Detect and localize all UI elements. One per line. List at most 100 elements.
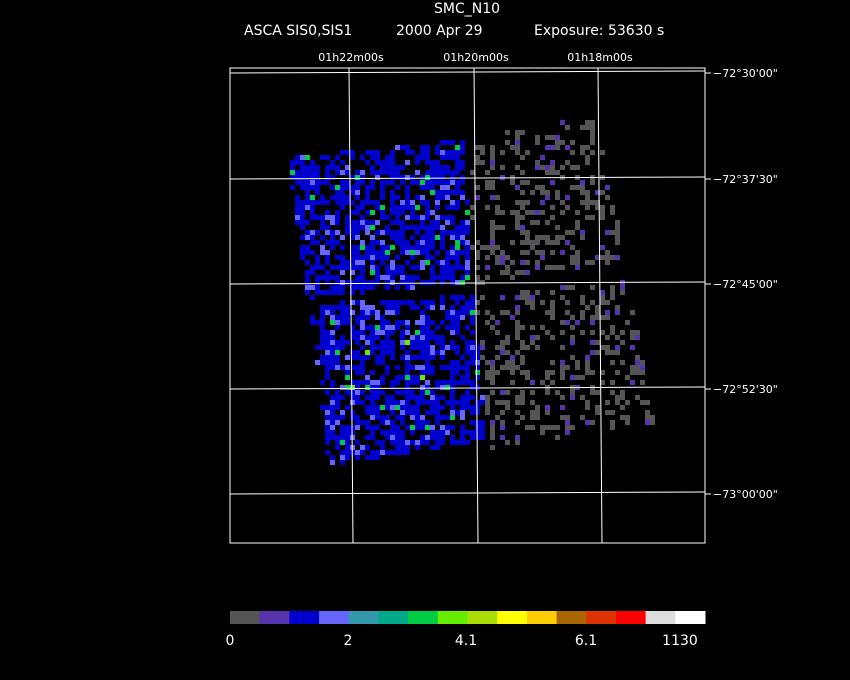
image-pixel	[395, 320, 400, 325]
image-pixel	[370, 330, 375, 335]
image-pixel	[415, 230, 420, 235]
image-pixel	[565, 145, 570, 150]
image-pixel	[335, 190, 340, 195]
image-pixel	[420, 365, 425, 370]
image-pixel	[575, 365, 580, 370]
image-pixel	[610, 325, 615, 330]
image-pixel	[330, 460, 335, 465]
image-pixel	[350, 310, 355, 315]
dec-label: −73°00'00"	[713, 488, 778, 501]
image-pixel	[345, 305, 350, 310]
image-pixel	[440, 355, 445, 360]
image-pixel	[440, 270, 445, 275]
image-pixel	[350, 245, 355, 250]
image-pixel	[595, 390, 600, 395]
image-pixel	[340, 415, 345, 420]
dec-label: −72°45'00"	[713, 278, 778, 291]
image-pixel	[490, 245, 495, 250]
image-pixel	[365, 340, 370, 345]
image-pixel	[420, 330, 425, 335]
image-pixel	[415, 380, 420, 385]
image-pixel	[360, 345, 365, 350]
image-pixel	[515, 310, 520, 315]
image-pixel	[405, 405, 410, 410]
image-pixel	[550, 240, 555, 245]
image-pixel	[635, 335, 640, 340]
image-pixel	[545, 405, 550, 410]
image-pixel	[395, 285, 400, 290]
image-pixel	[465, 365, 470, 370]
image-pixel	[580, 310, 585, 315]
image-pixel	[570, 140, 575, 145]
image-pixel	[440, 340, 445, 345]
image-pixel	[530, 340, 535, 345]
image-pixel	[385, 165, 390, 170]
image-pixel	[565, 205, 570, 210]
image-pixel	[405, 200, 410, 205]
image-pixel	[520, 240, 525, 245]
image-pixel	[420, 280, 425, 285]
image-pixel	[635, 360, 640, 365]
image-pixel	[310, 320, 315, 325]
image-pixel	[515, 200, 520, 205]
image-pixel	[615, 305, 620, 310]
image-pixel	[545, 220, 550, 225]
image-pixel	[345, 225, 350, 230]
image-pixel	[465, 440, 470, 445]
image-pixel	[295, 180, 300, 185]
image-pixel	[540, 380, 545, 385]
image-pixel	[350, 385, 355, 390]
image-pixel	[410, 340, 415, 345]
image-pixel	[340, 340, 345, 345]
image-pixel	[485, 245, 490, 250]
image-pixel	[475, 350, 480, 355]
image-pixel	[430, 430, 435, 435]
image-pixel	[415, 365, 420, 370]
image-pixel	[595, 205, 600, 210]
image-pixel	[435, 175, 440, 180]
image-pixel	[435, 420, 440, 425]
image-pixel	[585, 190, 590, 195]
image-pixel	[425, 155, 430, 160]
image-pixel	[425, 300, 430, 305]
image-pixel	[390, 195, 395, 200]
image-pixel	[295, 195, 300, 200]
image-pixel	[300, 160, 305, 165]
image-pixel	[485, 180, 490, 185]
image-pixel	[580, 415, 585, 420]
image-pixel	[455, 280, 460, 285]
image-pixel	[470, 205, 475, 210]
image-pixel	[360, 445, 365, 450]
image-pixel	[610, 380, 615, 385]
image-pixel	[365, 195, 370, 200]
image-pixel	[520, 180, 525, 185]
image-pixel	[355, 400, 360, 405]
image-pixel	[445, 380, 450, 385]
image-pixel	[455, 260, 460, 265]
image-pixel	[545, 190, 550, 195]
title: SMC_N10	[434, 1, 500, 17]
image-pixel	[505, 130, 510, 135]
image-pixel	[610, 330, 615, 335]
grid-line	[473, 67, 479, 544]
image-pixel	[365, 410, 370, 415]
image-pixel	[600, 295, 605, 300]
image-pixel	[375, 345, 380, 350]
image-pixel	[355, 210, 360, 215]
image-pixel	[620, 415, 625, 420]
image-pixel	[440, 425, 445, 430]
image-pixel	[305, 200, 310, 205]
image-pixel	[470, 410, 475, 415]
image-pixel	[355, 455, 360, 460]
image-pixel	[380, 345, 385, 350]
image-pixel	[415, 395, 420, 400]
image-pixel	[620, 290, 625, 295]
image-pixel	[300, 175, 305, 180]
plot-frame	[229, 67, 706, 544]
image-pixel	[565, 310, 570, 315]
image-pixel	[335, 255, 340, 260]
image-pixel	[575, 220, 580, 225]
image-pixel	[360, 175, 365, 180]
image-pixel	[375, 450, 380, 455]
image-pixel	[295, 220, 300, 225]
